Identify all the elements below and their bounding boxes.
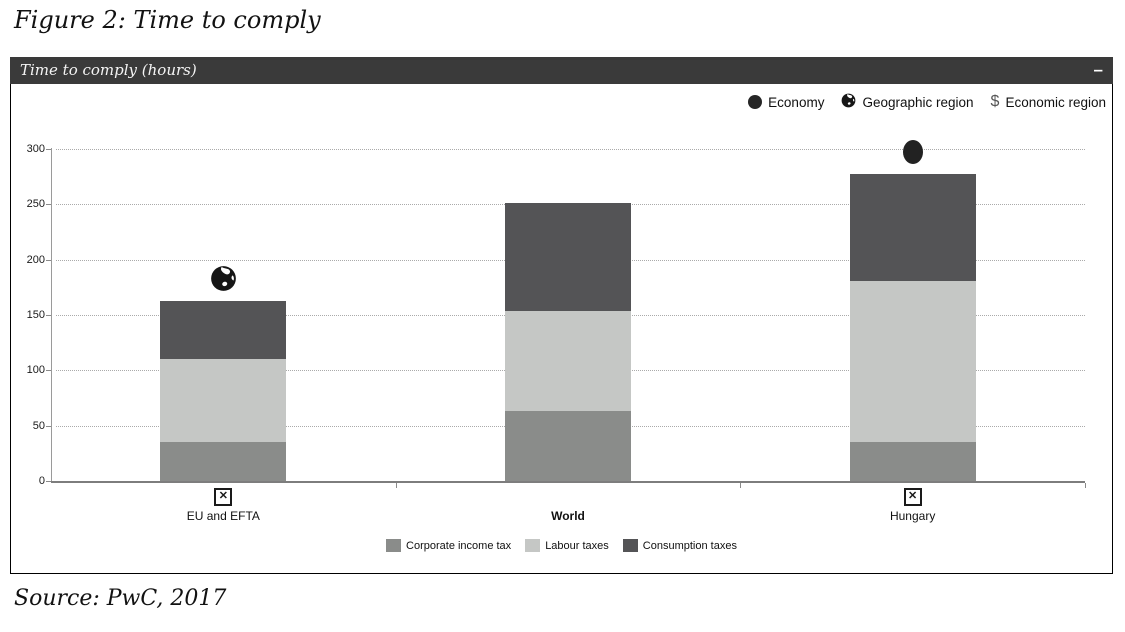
series-legend-item: Labour taxes — [525, 539, 609, 552]
y-tick-mark — [46, 149, 51, 150]
bar-segment — [849, 442, 976, 481]
bar-segment — [505, 411, 631, 481]
y-tick-mark — [46, 481, 51, 482]
bar-segment — [849, 280, 976, 443]
series-swatch-icon — [525, 539, 541, 552]
plot-area: 0 50 100 150 200 250 300 ✕ EU and EFTA World ✕ Hung… — [11, 84, 1112, 573]
marker-legend-item-economic: $ Economic region — [991, 93, 1106, 111]
economy-dot-icon — [748, 95, 763, 109]
y-tick-label: 150 — [26, 309, 45, 321]
y-tick-label: 300 — [26, 143, 45, 155]
y-tick-label: 250 — [26, 198, 45, 211]
globe-icon — [841, 93, 856, 111]
economy-dot-icon — [902, 140, 923, 165]
x-axis — [51, 481, 1085, 483]
y-tick-mark — [46, 204, 51, 206]
chart-panel: Time to comply (hours) – Economy Geograp… — [10, 57, 1113, 574]
series-legend-item: Consumption taxes — [622, 539, 737, 552]
marker-legend-item-economy: Economy — [748, 95, 824, 110]
y-tick-mark — [46, 315, 51, 316]
chart-area: Economy Geographic region $ Economic reg… — [10, 84, 1113, 574]
globe-icon — [210, 265, 237, 292]
x-category-label: Hungary — [889, 509, 936, 523]
gridline — [56, 149, 1085, 150]
marker-legend-label: Economy — [768, 94, 825, 110]
panel-header-title: Time to comply (hours) — [20, 61, 197, 79]
marker-legend: Economy Geographic region $ Economic reg… — [748, 93, 1106, 111]
series-legend-label: Labour taxes — [545, 539, 609, 552]
bar-segment — [160, 359, 287, 443]
bar-segment — [505, 203, 631, 311]
source-note: Source: PwC, 2017 — [14, 586, 227, 611]
panel-header: Time to comply (hours) – — [10, 57, 1113, 84]
y-tick-mark — [46, 259, 51, 261]
y-tick-label: 50 — [32, 419, 45, 432]
series-legend-label: Corporate income tax — [406, 539, 512, 552]
category-checkbox[interactable]: ✕ — [903, 488, 922, 506]
x-axis-tick — [740, 483, 742, 488]
marker-legend-label: Economic region — [1005, 94, 1106, 110]
category-checkbox[interactable]: ✕ — [214, 488, 233, 506]
x-category-label: World — [551, 509, 585, 523]
bar-segment — [849, 174, 976, 281]
y-tick-mark — [46, 370, 51, 372]
bar-segment — [160, 442, 287, 481]
bar-segment — [160, 300, 287, 360]
series-swatch-icon — [386, 539, 402, 552]
marker-legend-label: Geographic region — [862, 94, 974, 110]
marker-legend-item-geographic: Geographic region — [841, 93, 974, 111]
series-legend: Corporate income tax Labour taxes Consumpt… — [11, 539, 1112, 552]
x-axis-tick — [1085, 483, 1086, 488]
bar-segment — [505, 310, 631, 412]
y-tick-label: 0 — [38, 475, 45, 487]
x-category-label: EU and EFTA — [186, 509, 260, 523]
series-legend-item: Corporate income tax — [386, 539, 511, 552]
y-axis — [51, 148, 52, 482]
series-swatch-icon — [622, 539, 638, 552]
figure-title: Figure 2: Time to comply — [14, 6, 321, 34]
x-axis-tick — [395, 483, 397, 488]
series-legend-label: Consumption taxes — [642, 539, 737, 552]
dollar-icon: $ — [990, 93, 1000, 110]
y-tick-label: 200 — [26, 253, 45, 266]
y-tick-mark — [46, 425, 51, 427]
minimize-icon[interactable]: – — [1093, 60, 1103, 79]
y-tick-label: 100 — [26, 364, 45, 377]
